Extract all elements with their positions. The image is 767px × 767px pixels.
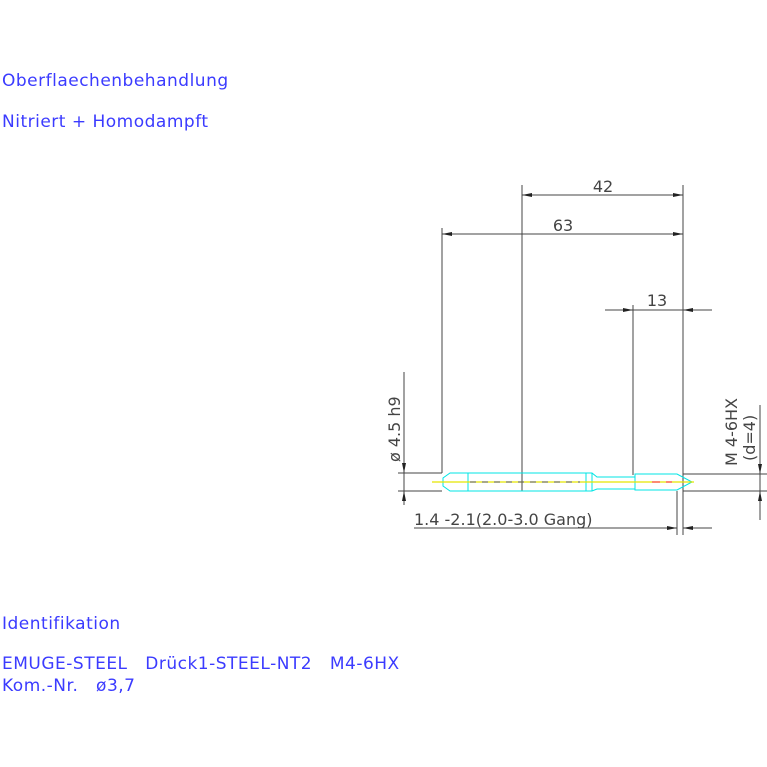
shank-diameter-label: ø 4.5 h9 [385, 396, 404, 462]
dimension-lines [402, 193, 762, 530]
thread-d-label: (d=4) [740, 415, 759, 461]
identification-line1: EMUGE-STEEL Drück1-STEEL-NT2 M4-6HX [2, 654, 400, 674]
identification-line2: Kom.-Nr. ø3,7 [2, 676, 136, 696]
dim-63-label: 63 [553, 216, 573, 235]
thread-spec-label: M 4-6HX [722, 398, 741, 466]
treatment-value: Nitriert + Homodampft [2, 112, 209, 132]
dim-13-label: 13 [647, 291, 667, 310]
treatment-heading: Oberflaechenbehandlung [2, 71, 229, 91]
chamfer-label: 1.4 -2.1(2.0-3.0 Gang) [414, 510, 592, 529]
identification-heading: Identifikation [2, 614, 121, 634]
dim-42-label: 42 [593, 177, 613, 196]
